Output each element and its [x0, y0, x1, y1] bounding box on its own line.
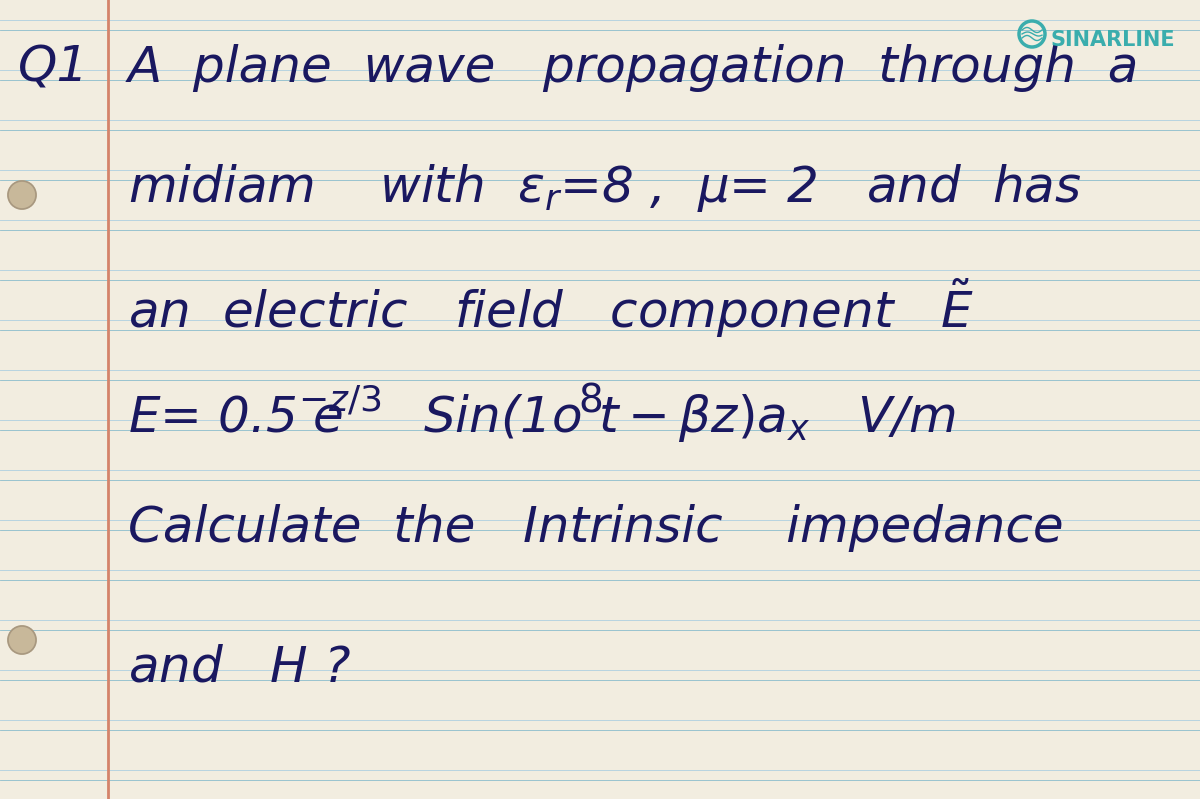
Text: and   $H$ ?: and $H$ ? [128, 644, 350, 692]
Text: midiam    with  $\varepsilon_r$=8 ,  $\mu$= 2   and  has: midiam with $\varepsilon_r$=8 , $\mu$= 2… [128, 162, 1081, 214]
Text: $E$= 0.5 $e$: $E$= 0.5 $e$ [128, 394, 343, 442]
Text: Q1: Q1 [18, 44, 89, 92]
Text: Calculate  the   Intrinsic    impedance: Calculate the Intrinsic impedance [128, 504, 1063, 552]
Text: Sin(1$o$: Sin(1$o$ [424, 394, 582, 442]
Text: A  plane  wave   propagation  through  a: A plane wave propagation through a [128, 44, 1139, 92]
Text: SINARLINE: SINARLINE [1050, 30, 1175, 50]
Text: $t - \beta z) a_x$   V/m: $t - \beta z) a_x$ V/m [598, 392, 955, 444]
Text: $8$: $8$ [578, 381, 602, 419]
Text: an  electric   field   component   $\tilde{E}$: an electric field component $\tilde{E}$ [128, 276, 974, 340]
Circle shape [8, 181, 36, 209]
Circle shape [8, 626, 36, 654]
Text: $-z/3$: $-z/3$ [298, 383, 382, 417]
